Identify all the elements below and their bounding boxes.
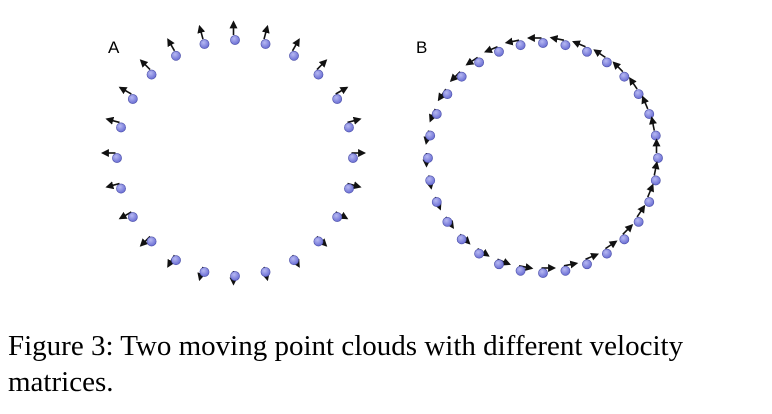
panel-a-label: A <box>108 38 120 57</box>
point <box>344 183 354 194</box>
velocity-arrow <box>622 223 634 235</box>
point <box>515 40 526 51</box>
point <box>650 130 661 141</box>
velocity-arrow <box>316 59 328 71</box>
point <box>474 57 485 68</box>
velocity-arrow <box>646 183 654 198</box>
velocity-arrow <box>572 40 586 48</box>
point <box>538 38 548 48</box>
point <box>116 122 126 133</box>
velocity-arrow <box>563 260 579 269</box>
point <box>116 183 126 194</box>
panel-b <box>422 34 663 278</box>
point <box>146 69 157 80</box>
velocity-arrow <box>167 38 176 52</box>
velocity-arrow <box>604 240 618 250</box>
point <box>344 122 354 133</box>
velocity-arrow <box>651 161 660 176</box>
point <box>260 39 271 49</box>
velocity-arrow <box>465 56 479 66</box>
point <box>423 153 433 163</box>
point <box>633 89 644 100</box>
velocity-arrow <box>649 116 657 131</box>
point <box>230 35 240 45</box>
point <box>619 71 630 82</box>
point <box>146 236 157 247</box>
velocity-arrow <box>118 86 132 95</box>
point <box>199 267 210 277</box>
point <box>425 130 436 141</box>
point <box>601 248 612 259</box>
point <box>560 40 571 51</box>
panel-a <box>100 20 367 286</box>
point <box>425 175 436 186</box>
point <box>442 89 453 100</box>
figure-caption: Figure 3: Two moving point clouds with d… <box>8 330 684 398</box>
point <box>332 212 343 222</box>
point <box>582 259 592 270</box>
point <box>494 259 504 270</box>
point <box>199 39 210 49</box>
point <box>112 153 122 163</box>
velocity-arrow <box>105 116 120 125</box>
point <box>633 216 644 227</box>
point <box>171 255 181 266</box>
point <box>560 265 571 276</box>
point <box>289 255 299 266</box>
point <box>260 267 271 277</box>
point <box>127 94 138 104</box>
velocity-arrow <box>504 37 520 46</box>
velocity-arrow <box>335 86 349 95</box>
point <box>456 234 467 245</box>
velocity-arrow <box>636 204 646 218</box>
figure: A B <box>100 20 663 286</box>
point <box>644 197 655 207</box>
point <box>431 197 442 207</box>
velocity-arrow <box>585 253 599 261</box>
velocity-arrow <box>139 59 151 71</box>
point <box>515 265 526 276</box>
point <box>348 153 358 163</box>
point <box>601 57 612 68</box>
velocity-arrow <box>197 24 206 40</box>
point <box>619 234 630 245</box>
point <box>644 109 655 119</box>
point <box>582 46 592 57</box>
point <box>474 248 485 259</box>
velocity-arrow <box>118 211 132 220</box>
velocity-arrow <box>261 24 270 40</box>
velocity-arrow <box>593 49 606 59</box>
point <box>313 236 324 247</box>
velocity-arrow <box>484 45 498 53</box>
point <box>650 175 661 186</box>
point <box>289 50 299 61</box>
velocity-arrow <box>612 61 624 73</box>
velocity-arrow <box>549 34 565 43</box>
velocity-arrow <box>629 76 638 90</box>
point <box>442 216 453 227</box>
point <box>127 212 138 222</box>
point <box>431 109 442 119</box>
velocity-arrow <box>105 181 120 190</box>
panel-b-label: B <box>416 38 427 57</box>
point <box>171 50 181 61</box>
point <box>653 153 663 163</box>
point <box>456 71 467 82</box>
point <box>313 69 324 80</box>
point <box>494 46 504 57</box>
point <box>230 271 240 281</box>
velocity-arrow <box>641 95 649 110</box>
velocity-arrow <box>291 38 300 52</box>
point <box>332 94 343 104</box>
point <box>538 268 548 278</box>
velocity-arrow <box>347 116 362 125</box>
